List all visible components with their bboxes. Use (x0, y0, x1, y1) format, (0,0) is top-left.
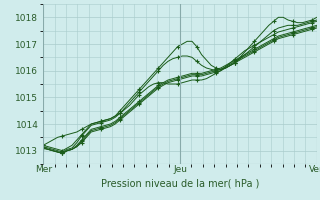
X-axis label: Pression niveau de la mer( hPa ): Pression niveau de la mer( hPa ) (101, 179, 259, 189)
